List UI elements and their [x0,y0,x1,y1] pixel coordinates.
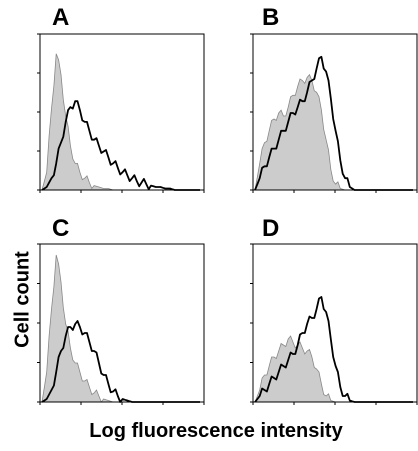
panel-label-b: B [262,4,280,31]
histogram-panel-c [37,243,205,405]
y-axis-label: Cell count [11,251,34,348]
histogram-panel-a [37,33,205,193]
filled-histogram-b [254,73,413,191]
line-histogram-a [41,100,200,191]
panel-label-a: A [52,4,70,31]
histogram-panel-b [250,33,418,193]
histogram-panel-d [250,243,418,405]
panel-label-c: C [52,215,70,242]
filled-histogram-d [254,335,413,403]
x-axis-label: Log fluorescence intensity [89,420,343,442]
filled-histogram-c [41,254,200,403]
panel-label-d: D [262,215,280,242]
